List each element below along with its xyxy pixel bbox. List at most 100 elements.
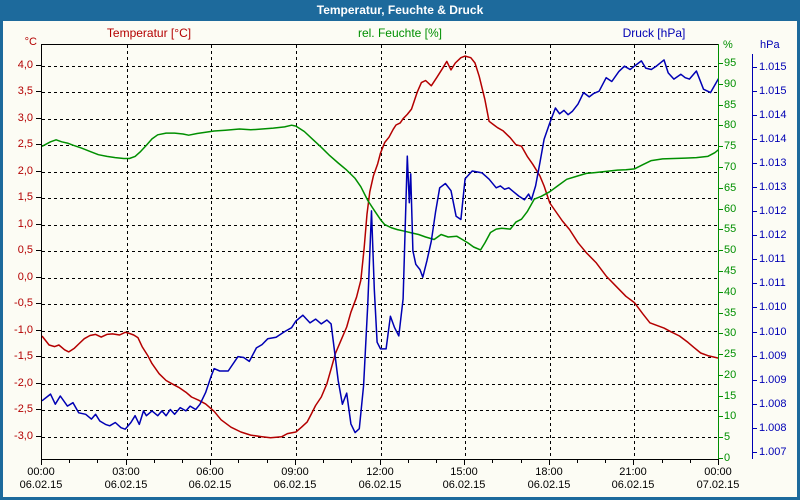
humidity-tick-label: 65 — [724, 182, 737, 194]
pressure-tick — [753, 211, 757, 212]
x-date-label: 06.02.15 — [104, 479, 148, 491]
humidity-axis-line — [718, 44, 719, 459]
x-minor-tick — [97, 460, 98, 463]
pressure-tick-label: 1.009 — [759, 374, 787, 386]
humidity-tick-label: 25 — [724, 348, 737, 360]
temp-tick — [36, 383, 41, 384]
temp-tick-label: -2,5 — [14, 403, 33, 415]
pressure-tick-label: 1.011 — [759, 277, 786, 289]
humidity-tick-label: 10 — [724, 410, 737, 422]
window-title: Temperatur, Feuchte & Druck — [316, 3, 484, 17]
humidity-tick-label: 55 — [724, 223, 737, 235]
temp-tick-label: -1,0 — [14, 324, 33, 336]
humidity-tick — [719, 271, 723, 272]
x-time-label: 21:00 — [619, 466, 647, 478]
humidity-tick — [719, 105, 723, 106]
pressure-tick — [753, 163, 757, 164]
humidity-tick — [719, 188, 723, 189]
x-date-label: 06.02.15 — [188, 479, 232, 491]
x-minor-tick — [577, 460, 578, 463]
humidity-tick — [719, 146, 723, 147]
pressure-tick — [753, 115, 757, 116]
humidity-tick-label: 0 — [724, 452, 731, 464]
humidity-tick-label: 20 — [724, 369, 737, 381]
humidity-tick — [719, 313, 723, 314]
x-minor-tick — [267, 460, 268, 463]
pressure-axis-line — [752, 54, 753, 459]
plot-area — [41, 44, 719, 460]
temp-tick-label: 0,0 — [17, 271, 33, 283]
temp-tick-label: -1,5 — [14, 350, 33, 362]
x-date-label: 07.02.15 — [696, 479, 740, 491]
temp-tick — [36, 277, 41, 278]
temp-axis-title: °C — [24, 36, 37, 48]
temp-tick-label: 3,0 — [17, 112, 33, 124]
x-time-label: 15:00 — [450, 466, 478, 478]
x-minor-tick — [690, 460, 691, 463]
pressure-tick — [753, 356, 757, 357]
pressure-tick-label: 1.015 — [759, 61, 787, 73]
temp-tick-label: -0,5 — [14, 297, 33, 309]
temp-tick-label: 1,5 — [17, 191, 33, 203]
x-minor-tick — [351, 460, 352, 463]
pressure-tick — [753, 307, 757, 308]
pressure-tick-label: 1.008 — [759, 422, 787, 434]
humidity-tick — [719, 209, 723, 210]
humidity-tick-label: 95 — [724, 57, 737, 69]
humidity-tick-label: 75 — [724, 140, 737, 152]
x-date-label: 06.02.15 — [611, 479, 655, 491]
humidity-tick-label: 30 — [724, 327, 737, 339]
x-minor-tick — [323, 460, 324, 463]
x-date-label: 06.02.15 — [358, 479, 402, 491]
humidity-tick — [719, 63, 723, 64]
temp-tick — [36, 303, 41, 304]
pressure-tick — [753, 283, 757, 284]
temp-tick — [36, 91, 41, 92]
pressure-tick-label: 1.012 — [759, 229, 787, 241]
x-major-tick — [41, 460, 42, 465]
pressure-tick-label: 1.015 — [759, 85, 787, 97]
humidity-tick — [719, 458, 723, 459]
pressure-tick — [753, 91, 757, 92]
pressure-tick-label: 1.008 — [759, 398, 787, 410]
pressure-tick-label: 1.013 — [759, 181, 787, 193]
series-temperature — [42, 55, 719, 439]
series-pressure — [42, 59, 719, 434]
x-date-label: 06.02.15 — [527, 479, 571, 491]
temp-tick-label: 2,5 — [17, 138, 33, 150]
humidity-tick-label: 40 — [724, 286, 737, 298]
x-minor-tick — [492, 460, 493, 463]
pressure-tick — [753, 332, 757, 333]
humidity-tick — [719, 250, 723, 251]
x-time-label: 06:00 — [196, 466, 224, 478]
pressure-tick — [753, 259, 757, 260]
pressure-tick-label: 1.011 — [759, 253, 786, 265]
x-minor-tick — [436, 460, 437, 463]
pressure-tick — [753, 404, 757, 405]
x-minor-tick — [408, 460, 409, 463]
x-time-label: 00:00 — [704, 466, 732, 478]
x-major-tick — [295, 460, 296, 465]
humidity-tick — [719, 167, 723, 168]
legend-humidity: rel. Feuchte [%] — [357, 26, 443, 40]
x-time-label: 09:00 — [281, 466, 309, 478]
temp-tick-label: 0,5 — [17, 244, 33, 256]
humidity-tick-label: 35 — [724, 307, 737, 319]
humidity-tick — [719, 416, 723, 417]
x-time-label: 00:00 — [27, 466, 55, 478]
temp-tick-label: -2,0 — [14, 377, 33, 389]
pressure-tick-label: 1.009 — [759, 350, 787, 362]
x-minor-tick — [182, 460, 183, 463]
humidity-tick — [719, 437, 723, 438]
humidity-tick-label: 60 — [724, 203, 737, 215]
temp-tick — [36, 144, 41, 145]
x-date-label: 06.02.15 — [442, 479, 486, 491]
pressure-tick — [753, 428, 757, 429]
humidity-tick — [719, 229, 723, 230]
pressure-tick — [753, 380, 757, 381]
humidity-tick-label: 80 — [724, 119, 737, 131]
x-minor-tick — [154, 460, 155, 463]
temp-tick — [36, 224, 41, 225]
temp-tick — [36, 330, 41, 331]
